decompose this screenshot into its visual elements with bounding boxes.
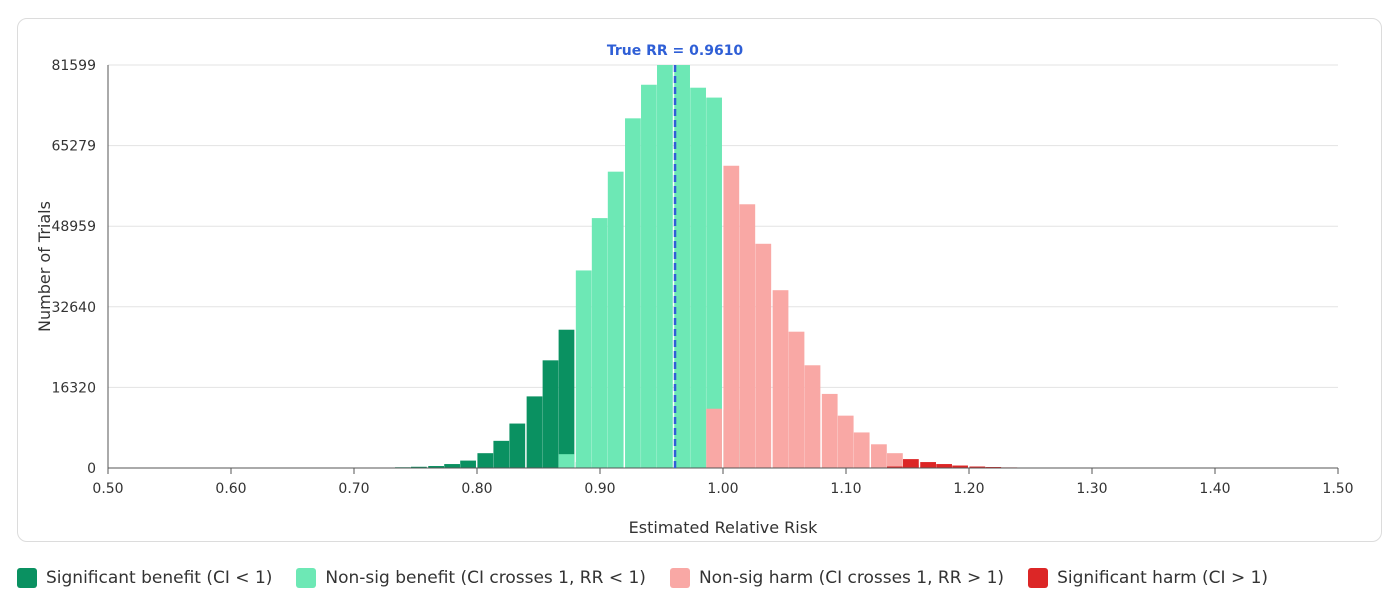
histogram-bar bbox=[575, 270, 592, 468]
y-tick-label: 32640 bbox=[51, 300, 96, 316]
legend-label: Significant benefit (CI < 1) bbox=[46, 568, 273, 588]
histogram-bar bbox=[903, 459, 919, 468]
histogram-bar bbox=[542, 360, 559, 468]
y-tick-label: 16320 bbox=[51, 380, 96, 396]
x-tick-label: 1.20 bbox=[953, 481, 984, 497]
histogram-bar bbox=[936, 464, 952, 468]
histogram-bar bbox=[526, 396, 543, 468]
histogram-bar bbox=[428, 466, 444, 468]
histogram-bar bbox=[558, 329, 575, 468]
histogram-bar bbox=[723, 165, 740, 468]
legend-swatch bbox=[17, 568, 37, 588]
legend-swatch bbox=[669, 568, 690, 588]
x-tick-label: 1.50 bbox=[1322, 481, 1353, 497]
histogram-bar bbox=[920, 462, 936, 468]
legend-swatch bbox=[296, 568, 317, 588]
histogram-bar bbox=[477, 453, 494, 468]
histogram-bar bbox=[641, 84, 657, 468]
histogram-bar bbox=[887, 453, 903, 468]
histogram-bar bbox=[788, 331, 805, 468]
x-tick-label: 1.30 bbox=[1076, 481, 1107, 497]
histogram-bar bbox=[969, 466, 986, 468]
histogram-bar bbox=[706, 408, 722, 468]
histogram-bar bbox=[755, 243, 772, 468]
chart-legend: Significant benefit (CI < 1) Non-sig ben… bbox=[17, 564, 1292, 592]
x-tick-labels: 0.50 0.60 0.70 0.80 0.90 1.00 1.10 1.20 1.30 1.40… bbox=[92, 468, 1354, 497]
y-tick-label: 0 bbox=[87, 461, 96, 477]
x-tick-label: 0.60 bbox=[215, 481, 246, 497]
legend-item-significant-harm[interactable]: Significant harm (CI > 1) bbox=[1028, 568, 1268, 588]
legend-item-non-sig-benefit[interactable]: Non-sig benefit (CI crosses 1, RR < 1) bbox=[296, 568, 646, 588]
histogram-bar bbox=[772, 290, 789, 468]
y-tick-label: 81599 bbox=[51, 58, 96, 74]
histogram-bar bbox=[674, 65, 690, 468]
histogram-bar bbox=[952, 465, 968, 468]
histogram-bar bbox=[411, 466, 427, 468]
x-tick-label: 1.00 bbox=[707, 481, 738, 497]
histogram-bar bbox=[804, 365, 821, 468]
histogram-bar bbox=[558, 454, 575, 468]
grid-lines bbox=[108, 64, 1338, 388]
true-rr-annotation: True RR = 0.9610 bbox=[607, 43, 744, 59]
histogram-bar bbox=[739, 204, 756, 468]
histogram-bar bbox=[509, 423, 526, 468]
histogram-bars bbox=[361, 65, 1051, 469]
histogram-bar bbox=[821, 393, 838, 468]
histogram-bar bbox=[607, 171, 624, 469]
chart-card: 0 16320 32640 48959 65279 81599 0.50 0.60 0.70 0… bbox=[17, 18, 1382, 542]
x-tick-label: 0.70 bbox=[338, 481, 369, 497]
x-tick-label: 1.10 bbox=[830, 481, 861, 497]
histogram-bar bbox=[444, 464, 460, 468]
x-tick-label: 0.90 bbox=[584, 481, 615, 497]
y-tick-label: 65279 bbox=[51, 139, 96, 155]
x-axis-label: Estimated Relative Risk bbox=[629, 518, 818, 537]
x-tick-label: 0.50 bbox=[92, 481, 123, 497]
legend-label: Non-sig benefit (CI crosses 1, RR < 1) bbox=[325, 568, 646, 588]
histogram-bar bbox=[853, 432, 870, 468]
x-tick-label: 0.80 bbox=[461, 481, 492, 497]
histogram-bar bbox=[837, 415, 854, 468]
y-tick-label: 48959 bbox=[51, 219, 96, 235]
histogram-bar bbox=[871, 444, 887, 468]
histogram-bar bbox=[706, 97, 722, 468]
histogram-bar bbox=[625, 118, 641, 468]
histogram-bar bbox=[460, 460, 476, 468]
histogram-bar bbox=[493, 440, 510, 468]
y-tick-labels: 0 16320 32640 48959 65279 81599 bbox=[51, 58, 96, 477]
legend-swatch bbox=[1028, 568, 1049, 588]
x-tick-label: 1.40 bbox=[1199, 481, 1230, 497]
histogram-bar bbox=[887, 466, 903, 468]
legend-label: Non-sig harm (CI crosses 1, RR > 1) bbox=[698, 568, 1005, 588]
legend-label: Significant harm (CI > 1) bbox=[1057, 568, 1269, 588]
y-axis-label: Number of Trials bbox=[35, 201, 54, 332]
histogram-bar bbox=[690, 87, 706, 469]
histogram-bar bbox=[657, 65, 673, 468]
legend-item-significant-benefit[interactable]: Significant benefit (CI < 1) bbox=[17, 568, 272, 588]
axes bbox=[107, 65, 1338, 469]
legend-item-non-sig-harm[interactable]: Non-sig harm (CI crosses 1, RR > 1) bbox=[669, 568, 1005, 588]
histogram-bar bbox=[591, 218, 608, 468]
